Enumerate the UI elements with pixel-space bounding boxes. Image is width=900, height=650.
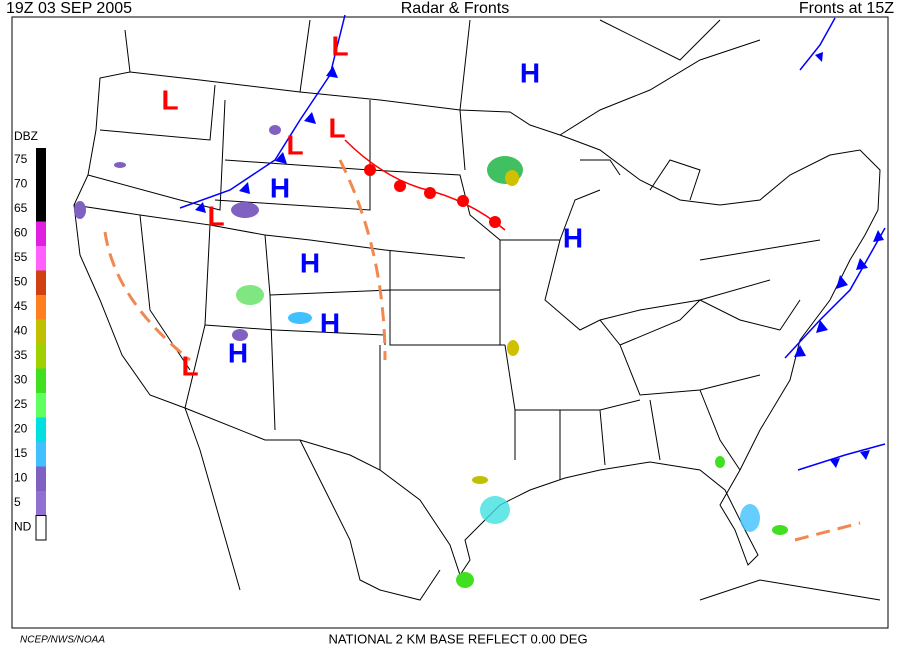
pressure-center: L: [328, 112, 345, 143]
legend-label: 65: [14, 201, 28, 215]
legend-swatch: [36, 466, 46, 491]
legend-label: 70: [14, 177, 28, 191]
legend-swatch: [36, 295, 46, 320]
legend-label: 45: [14, 299, 28, 313]
legend-swatch: [35, 515, 47, 541]
pressure-center: L: [161, 84, 178, 115]
pressure-center: H: [300, 247, 320, 278]
legend-label: 35: [14, 348, 28, 362]
pressure-center: L: [286, 129, 303, 160]
legend-label: 55: [14, 250, 28, 264]
legend-swatch: [36, 172, 46, 197]
legend-swatch: [36, 417, 46, 442]
legend-swatch: [36, 344, 46, 369]
legend-label: 30: [14, 373, 28, 387]
fronts-time: Fronts at 15Z: [799, 0, 894, 17]
pressure-center: H: [520, 57, 540, 88]
legend-label: 60: [14, 226, 28, 240]
radar-echoes: [74, 125, 788, 588]
pressure-center: L: [207, 200, 224, 231]
legend-swatch: [36, 197, 46, 222]
pressure-center: L: [331, 30, 348, 61]
legend-label: 5: [14, 495, 21, 509]
legend-swatch: [36, 270, 46, 295]
legend-label: 15: [14, 446, 28, 460]
legend-swatch: [36, 148, 46, 173]
legend-title: DBZ: [14, 129, 38, 143]
legend-swatch: [36, 491, 46, 516]
credit: NCEP/NWS/NOAA: [20, 635, 105, 646]
legend-swatch: [36, 319, 46, 344]
pressure-center: L: [181, 350, 198, 381]
legend-label: 25: [14, 397, 28, 411]
title: Radar & Fronts: [401, 0, 509, 17]
legend-label: 20: [14, 422, 28, 436]
product-label: NATIONAL 2 KM BASE REFLECT 0.00 DEG: [328, 631, 587, 646]
fronts: [103, 14, 886, 542]
pressure-center: H: [563, 222, 583, 253]
legend-swatch: [36, 368, 46, 393]
legend-label: 50: [14, 275, 28, 289]
legend-label: 10: [14, 471, 28, 485]
pressure-center: H: [320, 307, 340, 338]
legend-swatch: [36, 393, 46, 418]
legend-label: ND: [14, 520, 32, 534]
legend-label: 75: [14, 152, 28, 166]
legend-swatch: [36, 442, 46, 467]
legend-swatch: [36, 246, 46, 271]
pressure-center: H: [270, 172, 290, 203]
time-label: 19Z 03 SEP 2005: [6, 0, 132, 17]
legend-label: 40: [14, 324, 28, 338]
pressure-center: H: [228, 337, 248, 368]
legend-swatch: [36, 221, 46, 246]
